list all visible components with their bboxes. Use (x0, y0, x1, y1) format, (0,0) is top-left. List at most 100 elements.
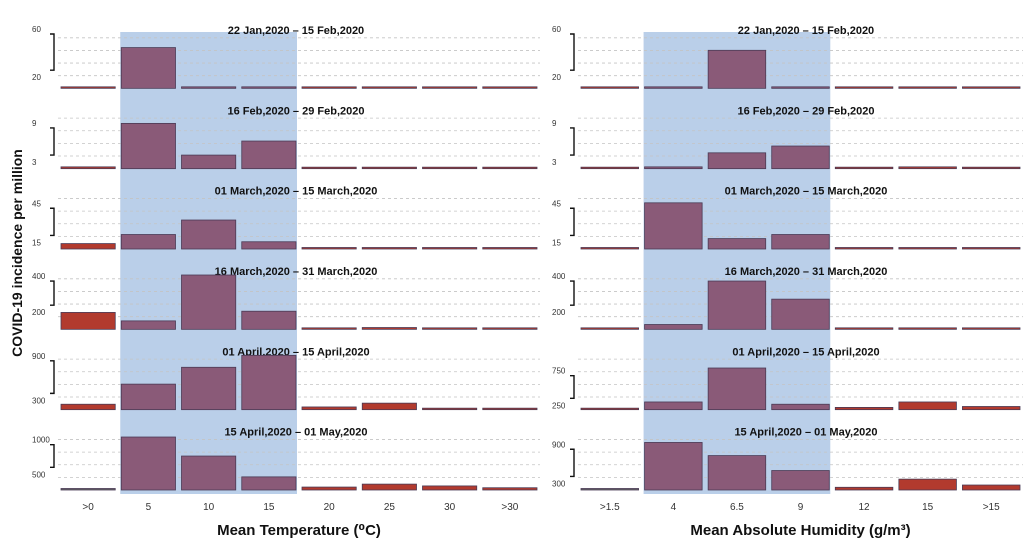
x-tick-label: 30 (444, 502, 456, 513)
bar-15 (898, 327, 957, 330)
bar->30 (482, 86, 538, 89)
x-axis-label: Mean Temperature (⁰C) (217, 522, 381, 539)
bar-9 (771, 145, 830, 170)
y-bracket (570, 33, 575, 71)
bar-30 (422, 485, 478, 491)
bar-10 (181, 366, 237, 411)
bar-10 (181, 86, 237, 89)
y-tick-label: 400 (32, 272, 46, 281)
bar-15 (898, 247, 957, 250)
bar-15 (241, 310, 297, 330)
bar->1.5 (580, 407, 639, 411)
y-tick-label: 300 (32, 396, 46, 405)
bar-6.5 (707, 455, 767, 491)
panel-title: 22 Jan,2020 – 15 Feb,2020 (738, 25, 874, 37)
x-tick-label: 10 (203, 502, 215, 513)
highlight-band-1 (643, 32, 831, 494)
panel-title: 16 Feb,2020 – 29 Feb,2020 (228, 105, 365, 117)
bar-20 (301, 247, 357, 250)
y-tick-label: 400 (552, 272, 566, 281)
y-bracket (50, 444, 55, 469)
bar-25 (361, 402, 417, 411)
y-tick-label: 60 (552, 25, 561, 34)
bar-12 (834, 407, 894, 411)
bar->1.5 (580, 86, 639, 89)
y-bracket (570, 207, 575, 237)
bar->15 (962, 484, 1021, 491)
y-tick-label: 9 (32, 119, 37, 128)
bar-9 (771, 298, 830, 330)
bar->0 (60, 403, 116, 411)
bar-12 (834, 247, 894, 250)
y-tick-label: 20 (552, 73, 561, 82)
x-tick-label: 20 (324, 502, 336, 513)
y-tick-label: 45 (552, 199, 561, 208)
bar-30 (422, 166, 478, 170)
bar-15 (241, 86, 297, 89)
bar-25 (361, 86, 417, 89)
y-tick-label: 3 (32, 158, 37, 167)
x-tick-label: 25 (384, 502, 396, 513)
bar->15 (962, 406, 1021, 411)
panel-title: 15 April,2020 – 01 May,2020 (224, 427, 367, 439)
bar->0 (60, 488, 116, 491)
bar-5 (120, 122, 176, 170)
bar-4 (644, 442, 703, 491)
bar-5 (120, 320, 176, 330)
bar-15 (241, 476, 297, 491)
x-tick-label: 12 (859, 502, 871, 513)
bar->15 (962, 247, 1021, 250)
y-tick-label: 15 (552, 238, 561, 247)
bar->30 (482, 327, 538, 330)
bar-20 (301, 166, 357, 170)
highlight-band-0 (120, 32, 297, 494)
panel-title: 15 April,2020 – 01 May,2020 (734, 427, 877, 439)
bar-6.5 (707, 367, 767, 411)
y-tick-label: 900 (552, 440, 566, 449)
bar-5 (120, 383, 176, 411)
bar-20 (301, 406, 357, 411)
bar-9 (771, 470, 830, 491)
y-tick-label: 900 (32, 352, 46, 361)
bar->30 (482, 407, 538, 411)
bar-30 (422, 327, 478, 330)
bar->1.5 (580, 488, 639, 491)
bar-25 (361, 247, 417, 250)
bar-4 (644, 401, 703, 411)
panel-title: 16 March,2020 – 31 March,2020 (215, 266, 378, 278)
bar-12 (834, 486, 894, 491)
y-tick-label: 9 (552, 119, 557, 128)
panel-title: 01 March,2020 – 15 March,2020 (215, 186, 378, 198)
x-tick-label: 15 (263, 502, 275, 513)
bar->15 (962, 166, 1021, 170)
bar-15 (241, 354, 297, 411)
y-tick-label: 250 (552, 401, 566, 410)
x-tick-label: >30 (501, 502, 518, 513)
y-tick-label: 20 (32, 73, 41, 82)
bar-15 (241, 241, 297, 250)
y-tick-label: 60 (32, 25, 41, 34)
y-tick-label: 3 (552, 158, 557, 167)
panel-title: 16 March,2020 – 31 March,2020 (725, 266, 888, 278)
y-tick-label: 45 (32, 199, 41, 208)
bar-6.5 (707, 152, 767, 170)
bar-12 (834, 86, 894, 89)
y-bracket (50, 127, 55, 156)
x-tick-label: 4 (671, 502, 677, 513)
y-bracket (50, 33, 55, 71)
bar->15 (962, 86, 1021, 89)
bar-20 (301, 486, 357, 491)
panel-title: 16 Feb,2020 – 29 Feb,2020 (738, 105, 875, 117)
bar-15 (241, 140, 297, 170)
panel-title: 01 March,2020 – 15 March,2020 (725, 186, 888, 198)
y-bracket (570, 127, 575, 156)
y-bracket (50, 360, 55, 395)
y-bracket (50, 280, 55, 306)
bar-20 (301, 86, 357, 89)
bar-9 (771, 234, 830, 250)
x-tick-label: >0 (82, 502, 94, 513)
y-axis-label: COVID-19 incidence per million (9, 149, 25, 357)
panel-title: 22 Jan,2020 – 15 Feb,2020 (228, 25, 364, 37)
bar-4 (644, 86, 703, 89)
